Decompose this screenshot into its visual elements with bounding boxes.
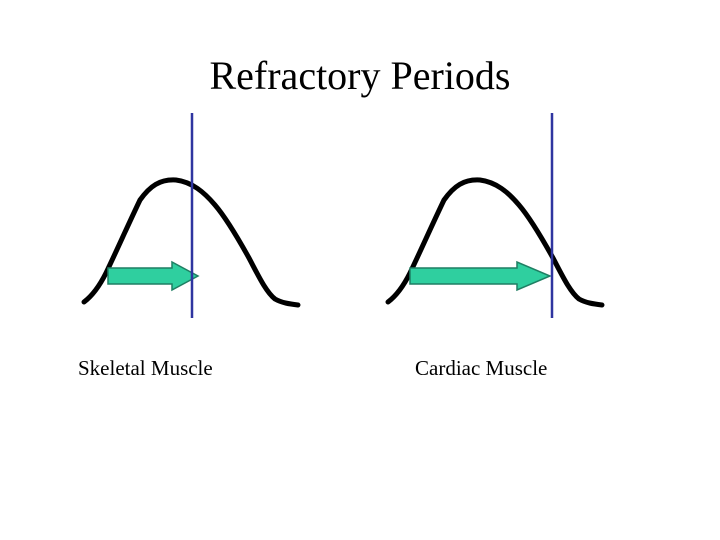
cardiac-contraction-curve [385, 177, 605, 308]
cardiac-panel [385, 113, 605, 318]
skeletal-panel [81, 113, 301, 318]
skeletal-muscle-label: Skeletal Muscle [78, 356, 213, 380]
slide-title: Refractory Periods [209, 53, 511, 98]
skeletal-refractory-arrow [107, 260, 200, 292]
cardiac-refractory-arrow [409, 260, 552, 292]
skeletal-contraction-curve [81, 177, 301, 308]
cardiac-muscle-label: Cardiac Muscle [415, 356, 548, 380]
